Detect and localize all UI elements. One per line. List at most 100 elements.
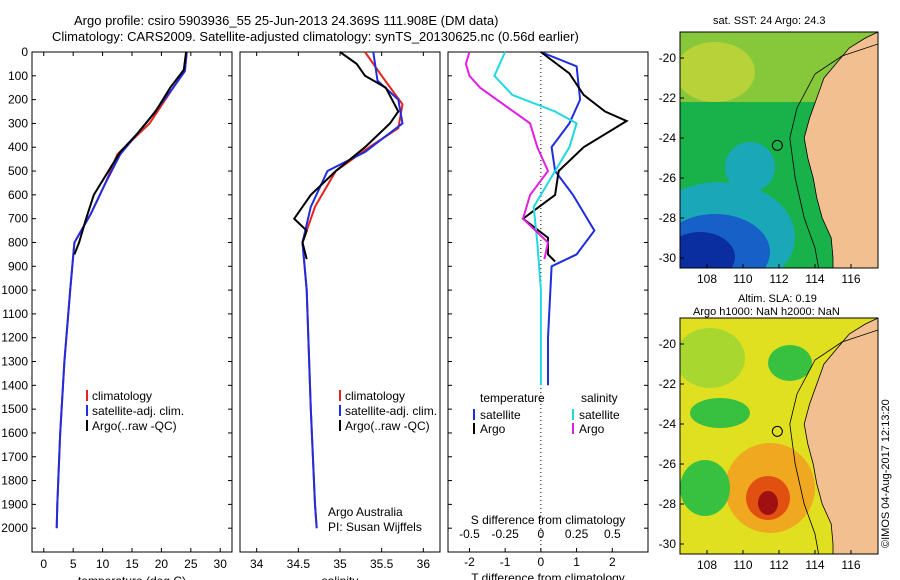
sst_map-ytick-label: -22 bbox=[659, 91, 677, 105]
temperature-xtick-label: 20 bbox=[155, 557, 169, 571]
sla_map-argo-marker bbox=[771, 425, 783, 437]
salinity-panel: 34 34.5 35 35.5 36 salinity climatologysatelli… bbox=[239, 51, 441, 580]
sst_map-ytick-label: -26 bbox=[659, 171, 677, 185]
sla_map-shelf-contour bbox=[789, 329, 878, 554]
temperature-ytick-label: 1800 bbox=[1, 474, 28, 488]
sla-map-title-line1: Altim. SLA: 0.19 bbox=[738, 293, 817, 305]
temperature-xlabel: temperature (deg C) bbox=[78, 574, 186, 580]
difference-series-argo bbox=[521, 51, 629, 263]
sst_map-argo-marker bbox=[771, 139, 783, 151]
temperature-xtick-label: 0 bbox=[40, 557, 47, 571]
difference-xtick-label: -1 bbox=[500, 555, 511, 569]
difference-xtick-label: -2 bbox=[464, 555, 475, 569]
sla-green-patch bbox=[680, 460, 730, 516]
sla_map-xtick-label: 108 bbox=[697, 558, 717, 572]
temperature-ytick-label: 1000 bbox=[1, 283, 28, 297]
temperature-series-argo bbox=[73, 51, 188, 255]
temperature-series-satellite bbox=[55, 51, 188, 529]
sst_map-panel: 108 110 112 114 116 -20 -22 -24 -26 -28 -30 bbox=[659, 31, 879, 286]
difference-legend-header-temperature: temperature bbox=[480, 391, 545, 405]
sst_map-xtick-label: 114 bbox=[805, 272, 824, 286]
temperature-ytick-label: 600 bbox=[8, 188, 28, 202]
figure-title-line2: Climatology: CARS2009. Satellite-adjuste… bbox=[52, 29, 579, 44]
difference-legend-label: satellite bbox=[579, 408, 620, 422]
temperature-legend-label: satellite-adj. clim. bbox=[92, 404, 184, 418]
difference-panel: -2 -1 0 1 2 -0.5 -0.25 0 0.25 0.5S difference fro… bbox=[447, 51, 649, 580]
salinity-axes-box bbox=[239, 51, 441, 553]
figure-title-line1: Argo profile: csiro 5903936_55 25-Jun-20… bbox=[74, 13, 499, 28]
salinity-xtick-label: 34 bbox=[250, 557, 264, 571]
sla_map-ytick-label: -28 bbox=[659, 497, 677, 511]
temperature-ytick-label: 800 bbox=[8, 235, 28, 249]
temperature-ytick-label: 1400 bbox=[1, 378, 28, 392]
difference-legend-label: Argo bbox=[579, 422, 605, 436]
sst_map-xtick-label: 116 bbox=[841, 272, 860, 286]
sla_map-ytick-label: -20 bbox=[659, 337, 677, 351]
sst_map-ytick-label: -24 bbox=[659, 131, 677, 145]
salinity-xlabel: salinity bbox=[322, 574, 359, 580]
sla-low-patch bbox=[680, 328, 745, 388]
sst-map-title: sat. SST: 24 Argo: 24.3 bbox=[713, 15, 826, 27]
salinity-xtick-label: 34.5 bbox=[287, 557, 311, 571]
salinity-series-argo bbox=[292, 51, 400, 260]
sst_map-shelf-contour bbox=[789, 43, 878, 268]
difference-xlabel: T difference from climatology bbox=[471, 571, 625, 580]
salinity-xtick-label: 35.5 bbox=[370, 557, 394, 571]
temperature-ytick-label: 1900 bbox=[1, 497, 28, 511]
temperature-ytick-label: 1700 bbox=[1, 450, 28, 464]
temperature-legend-label: climatology bbox=[92, 389, 152, 403]
temperature-ytick-label: 1200 bbox=[1, 331, 28, 345]
difference-legend-label: Argo bbox=[480, 422, 506, 436]
sst_map-ytick-label: -20 bbox=[659, 51, 677, 65]
sst-warm-patch bbox=[680, 42, 755, 102]
temperature-ytick-label: 300 bbox=[8, 116, 28, 130]
sst-coldest-patch bbox=[680, 232, 735, 268]
temperature-ytick-label: 900 bbox=[8, 259, 28, 273]
sst_map-ytick-label: -28 bbox=[659, 211, 677, 225]
difference-xtick-top-label: -0.25 bbox=[491, 527, 519, 541]
temperature-ytick-label: 0 bbox=[21, 45, 28, 59]
temperature-axes-box bbox=[31, 51, 233, 553]
difference-series-sal_argo bbox=[464, 51, 550, 260]
difference-series-sal_satellite bbox=[493, 51, 578, 386]
sla-green-patch bbox=[690, 398, 750, 428]
salinity-series-satellite bbox=[301, 51, 404, 529]
difference-xtick-label: 0 bbox=[538, 555, 545, 569]
sla_map-land bbox=[803, 318, 878, 554]
difference-series-satellite bbox=[540, 51, 596, 386]
temperature-ytick-label: 1100 bbox=[2, 307, 28, 321]
temperature-ytick-label: 700 bbox=[8, 212, 28, 226]
sst_map-ytick-label: -30 bbox=[659, 251, 677, 265]
temperature-xtick-label: 30 bbox=[214, 557, 228, 571]
temperature-legend-label: Argo(..raw -QC) bbox=[92, 419, 177, 433]
salinity-annotation-line2: PI: Susan Wijffels bbox=[328, 520, 422, 534]
difference-xlabel-top: S difference from climatology bbox=[471, 513, 626, 527]
temperature-ytick-label: 400 bbox=[8, 140, 28, 154]
difference-legend-label: satellite bbox=[480, 408, 521, 422]
sst-cool-eddy bbox=[725, 142, 775, 192]
salinity-xtick-label: 36 bbox=[417, 557, 431, 571]
sla_map-xtick-label: 112 bbox=[769, 558, 788, 572]
temperature-ytick-label: 200 bbox=[8, 93, 28, 107]
temperature-xtick-label: 5 bbox=[70, 557, 77, 571]
sst_map-xtick-label: 108 bbox=[697, 272, 717, 286]
sla_map-panel: 108 110 112 114 116 -20 -22 -24 -26 -28 -30 bbox=[659, 317, 879, 572]
temperature-xtick-label: 15 bbox=[125, 557, 139, 571]
temperature-panel: 0100200300400500600700800900100011001200… bbox=[1, 45, 233, 580]
difference-xtick-label: 1 bbox=[573, 555, 580, 569]
salinity-xtick-label: 35 bbox=[333, 557, 347, 571]
temperature-ytick-label: 500 bbox=[8, 164, 28, 178]
difference-xtick-top-label: 0 bbox=[538, 527, 545, 541]
difference-axes-box bbox=[447, 51, 649, 553]
sst_map-xtick-label: 110 bbox=[733, 272, 752, 286]
difference-legend-header-salinity: salinity bbox=[581, 391, 618, 405]
sla-peak-patch bbox=[758, 491, 778, 515]
sla_map-ytick-label: -22 bbox=[659, 377, 677, 391]
temperature-ytick-label: 2000 bbox=[1, 521, 28, 535]
temperature-ytick-label: 1500 bbox=[1, 402, 28, 416]
sla-green-patch bbox=[768, 345, 812, 381]
sla_map-xtick-label: 116 bbox=[841, 558, 860, 572]
salinity-annotation-line1: Argo Australia bbox=[328, 505, 403, 519]
salinity-legend-label: Argo(..raw -QC) bbox=[345, 419, 430, 433]
difference-xtick-label: 2 bbox=[609, 555, 616, 569]
